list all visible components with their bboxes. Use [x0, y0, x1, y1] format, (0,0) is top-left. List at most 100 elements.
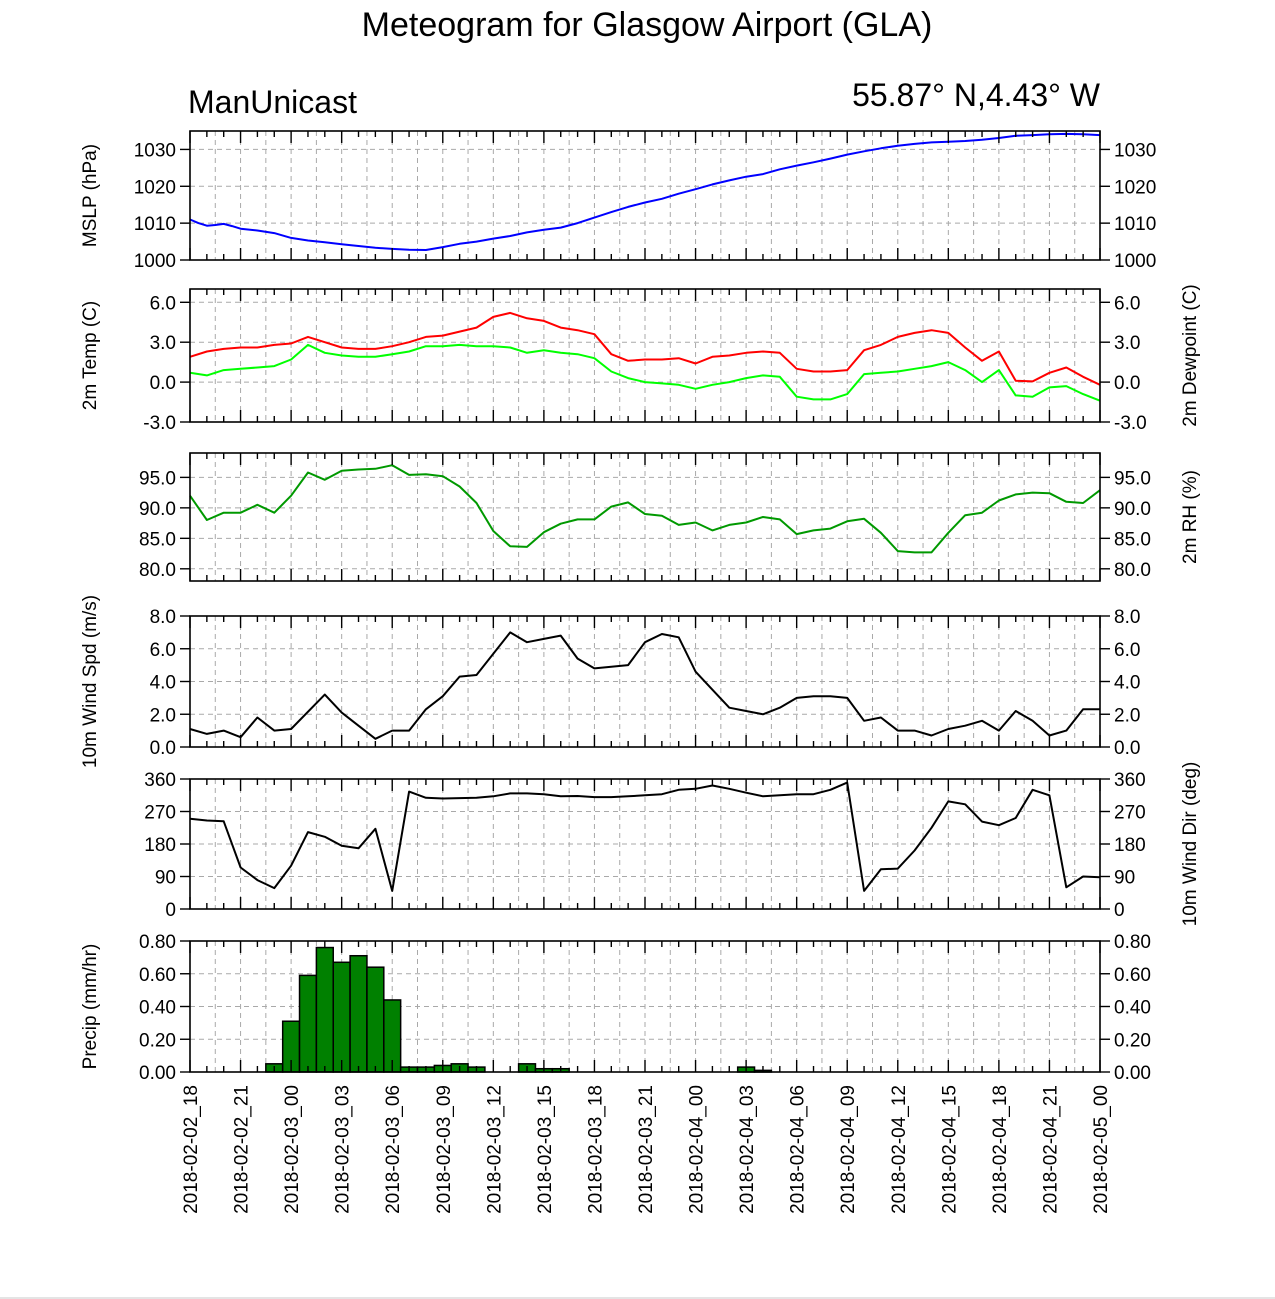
precip-bar [298, 974, 318, 1073]
y-tick-label-right: 0 [1114, 900, 1125, 921]
x-tick-label: 2018-02-03_21 [636, 1085, 657, 1214]
x-axis: 2018-02-02_18 2018-02-02_21 2018-02-03_00 2… [181, 1085, 1112, 1214]
wspd-series-line-0 [189, 631, 1100, 740]
y-tick-label-left: 80.0 [139, 560, 176, 581]
y-tick-label-left: 0.80 [139, 932, 176, 953]
x-tick-label: 2018-02-03_06 [383, 1085, 404, 1214]
y-tick-label-left: 3.0 [150, 333, 176, 354]
y-tick-label-right: -3.0 [1114, 413, 1147, 434]
x-tick-label: 2018-02-04_12 [889, 1085, 910, 1214]
x-tick-label: 2018-02-03_00 [282, 1085, 303, 1214]
y-tick-label-right: 3.0 [1114, 333, 1140, 354]
y-tick-label-right: 90.0 [1114, 499, 1151, 520]
y-tick-label-left: 95.0 [139, 468, 176, 489]
y-tick-label-left: 180 [144, 835, 176, 856]
y-tick-label-right: 0.0 [1114, 738, 1140, 759]
y-tick-label-right: 1010 [1114, 214, 1156, 235]
y-tick-label-left: 85.0 [139, 529, 176, 550]
temp-y-axis-label: 2m Temp (C) [80, 301, 101, 410]
panel-precip: 0.00 0.00 0.20 0.20 0.40 0.40 0.60 0.60 0.80 0.80… [80, 932, 1151, 1084]
rh-series-line-0 [189, 464, 1101, 554]
y-tick-label-right: 360 [1114, 770, 1146, 791]
y-tick-label-left: 1020 [134, 177, 176, 198]
panels: 1000 1000 1010 1010 1020 1020 1030 1030 MSLP (hP… [80, 130, 1201, 1084]
chart-title: Meteogram for Glasgow Airport (GLA) [362, 6, 933, 44]
x-tick-label: 2018-02-04_03 [737, 1085, 758, 1214]
x-tick-label: 2018-02-03_03 [333, 1085, 354, 1214]
y-tick-label-left: 1010 [134, 214, 176, 235]
x-tick-label: 2018-02-04_18 [990, 1085, 1011, 1214]
y-tick-label-right: 90 [1114, 868, 1135, 889]
precip-y-axis-label: Precip (mm/hr) [80, 944, 101, 1070]
x-tick-label: 2018-02-04_21 [1040, 1085, 1061, 1214]
mslp-grid [190, 131, 1100, 260]
precip-bar [315, 946, 334, 1073]
y-tick-label-right: 6.0 [1114, 640, 1140, 661]
x-tick-label: 2018-02-05_00 [1091, 1085, 1112, 1214]
x-tick-label: 2018-02-02_21 [232, 1085, 253, 1214]
y-tick-label-right: 0.80 [1114, 932, 1151, 953]
y-tick-label-right: 80.0 [1114, 560, 1151, 581]
wdir-series-line-0 [189, 781, 1101, 892]
y-tick-label-left: 0.20 [139, 1030, 176, 1051]
temp-series-line-1 [189, 343, 1101, 402]
y-tick-label-right: 0.60 [1114, 965, 1151, 986]
precip-bar [366, 966, 385, 1073]
y-tick-label-right: 0.0 [1114, 373, 1140, 394]
y-tick-label-left: 6.0 [150, 640, 176, 661]
precip-bar [349, 954, 368, 1073]
y-tick-label-left: 1000 [134, 251, 176, 272]
x-tick-label: 2018-02-03_15 [535, 1085, 556, 1214]
y-tick-label-right: 85.0 [1114, 529, 1151, 550]
y-tick-label-left: 4.0 [150, 673, 176, 694]
y-tick-label-left: 360 [144, 770, 176, 791]
temp-grid [190, 289, 1100, 422]
y-tick-label-left: 0.0 [150, 373, 176, 394]
y-tick-label-left: 0.0 [150, 738, 176, 759]
y-tick-label-left: 0.00 [139, 1063, 176, 1084]
model-name: ManUnicast [188, 84, 357, 120]
x-tick-label: 2018-02-04_06 [788, 1085, 809, 1214]
panel-mslp: 1000 1000 1010 1010 1020 1020 1030 1030 MSLP (hP… [80, 130, 1156, 272]
y-tick-label-right: 270 [1114, 803, 1146, 824]
x-tick-label: 2018-02-02_18 [181, 1085, 202, 1214]
y-tick-label-right: 2.0 [1114, 705, 1140, 726]
y-tick-label-left: 90.0 [139, 499, 176, 520]
y-tick-label-left: 270 [144, 803, 176, 824]
x-tick-label: 2018-02-04_00 [687, 1085, 708, 1214]
y-tick-label-right: 1030 [1114, 140, 1156, 161]
rh-y-axis-label-right: 2m RH (%) [1180, 470, 1201, 564]
temp-series-line-0 [189, 311, 1101, 386]
y-tick-label-left: 6.0 [150, 293, 176, 314]
panel-wspd: 0.0 0.0 2.0 2.0 4.0 4.0 6.0 6.0 8.0 8.0 10m Wind S… [80, 595, 1140, 768]
y-tick-label-right: 180 [1114, 835, 1146, 856]
y-tick-label-right: 8.0 [1114, 607, 1140, 628]
x-tick-label: 2018-02-04_15 [939, 1085, 960, 1214]
y-tick-label-left: 0.60 [139, 965, 176, 986]
station-coordinates: 55.87° N,4.43° W [852, 77, 1101, 113]
panel-wdir: 0 0 90 90 180 180 270 270 360 360 10m Wind Dir (de… [144, 762, 1201, 927]
y-tick-label-right: 0.40 [1114, 998, 1151, 1019]
y-tick-label-left: 0 [165, 900, 176, 921]
y-tick-label-left: 2.0 [150, 705, 176, 726]
wdir-y-axis-label-right: 10m Wind Dir (deg) [1180, 762, 1201, 927]
y-tick-label-left: 1030 [134, 140, 176, 161]
y-tick-label-right: 6.0 [1114, 293, 1140, 314]
precip-bar [332, 961, 351, 1073]
temp-y-axis-label-right: 2m Dewpoint (C) [1180, 284, 1201, 427]
y-tick-label-right: 0.20 [1114, 1030, 1151, 1051]
x-tick-label: 2018-02-04_09 [838, 1085, 859, 1214]
y-tick-label-left: 0.40 [139, 998, 176, 1019]
x-tick-label: 2018-02-03_18 [585, 1085, 606, 1214]
wspd-grid [190, 616, 1100, 747]
wspd-y-axis-label: 10m Wind Spd (m/s) [80, 595, 101, 768]
panel-temp: -3.0 -3.0 0.0 0.0 3.0 3.0 6.0 6.0 2m Temp (C) 2m … [80, 284, 1201, 434]
y-tick-label-left: -3.0 [143, 413, 176, 434]
y-tick-label-left: 8.0 [150, 607, 176, 628]
y-tick-label-right: 0.00 [1114, 1063, 1151, 1084]
x-tick-label: 2018-02-03_12 [484, 1085, 505, 1214]
y-tick-label-right: 4.0 [1114, 673, 1140, 694]
x-tick-label: 2018-02-03_09 [434, 1085, 455, 1214]
y-tick-label-left: 90 [155, 868, 176, 889]
